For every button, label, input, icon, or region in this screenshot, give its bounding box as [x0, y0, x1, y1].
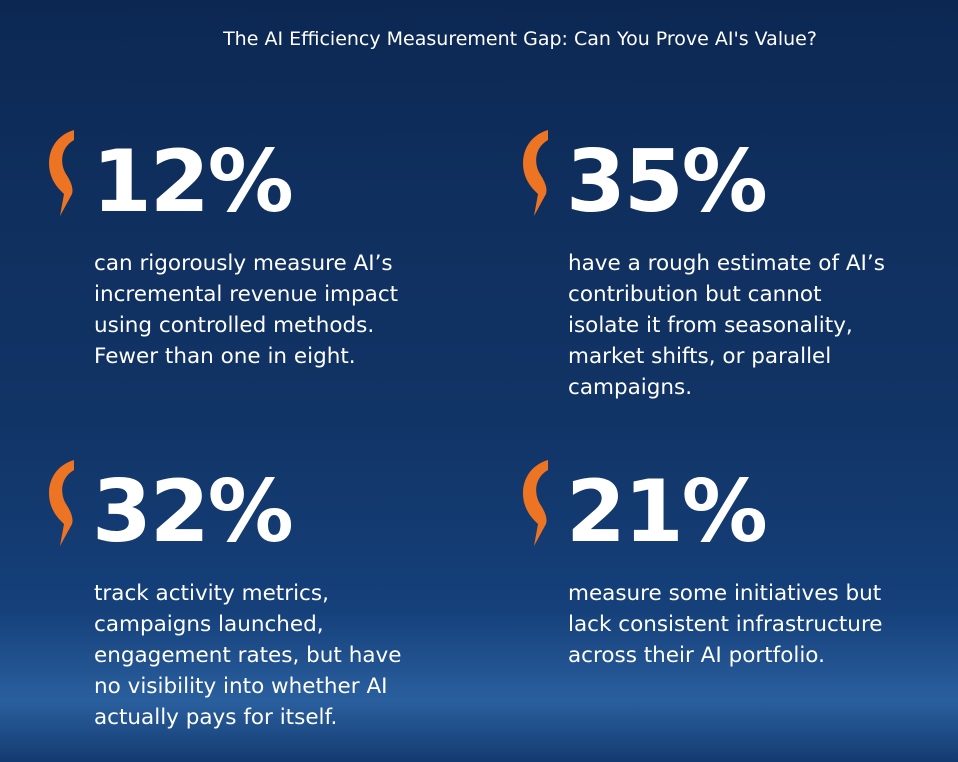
stat-figure: 12% — [92, 132, 294, 232]
stat-figure: 21% — [566, 462, 768, 562]
quote-icon — [44, 128, 84, 222]
stat-text: track activity metrics, campaigns launch… — [94, 581, 402, 730]
quote-path — [49, 130, 74, 216]
quote-shape — [523, 130, 548, 216]
quote-shape — [49, 460, 74, 546]
quote-path — [523, 130, 548, 216]
quote-icon — [518, 128, 558, 222]
quote-path — [523, 460, 548, 546]
stat-text: have a rough estimate of AI’s contributi… — [568, 251, 885, 400]
quote-icon — [518, 458, 558, 552]
quote-path — [49, 460, 74, 546]
stat-text: measure some initiatives but lack consis… — [568, 581, 883, 668]
stat-figure: 32% — [92, 462, 294, 562]
quote-icon — [44, 458, 84, 552]
stat-figure: 35% — [566, 132, 768, 232]
quote-shape — [49, 130, 74, 216]
stat-text: can rigorously measure AI’s incremental … — [94, 251, 399, 369]
quote-shape — [523, 460, 548, 546]
title: The AI Efficiency Measurement Gap: Can Y… — [223, 28, 817, 50]
